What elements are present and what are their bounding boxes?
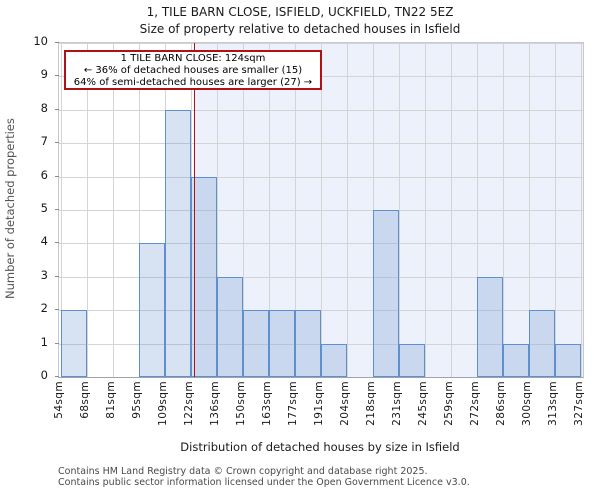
x-axis-title: Distribution of detached houses by size … <box>180 440 460 454</box>
y-tick-mark <box>55 242 59 244</box>
histogram-bar <box>321 343 347 377</box>
gridline-horizontal <box>59 276 583 278</box>
histogram-bar <box>165 109 191 377</box>
gridline-horizontal <box>59 176 583 178</box>
x-tick-label: 259sqm <box>443 381 455 426</box>
histogram-bar <box>399 343 425 377</box>
y-tick-mark <box>55 75 59 77</box>
histogram-bar <box>139 243 165 377</box>
histogram-bar <box>61 310 87 377</box>
annotation-line-2: ← 36% of detached houses are smaller (15… <box>83 65 303 76</box>
x-tick-label: 163sqm <box>261 381 273 426</box>
x-tick-label: 245sqm <box>417 381 429 426</box>
x-tick-label: 327sqm <box>573 381 585 426</box>
gridline-horizontal <box>59 143 583 145</box>
y-tick-label: 8 <box>40 100 48 115</box>
x-tick-label: 136sqm <box>209 381 221 426</box>
y-tick-label: 6 <box>40 167 48 182</box>
histogram-bar <box>373 210 399 377</box>
histogram-bar <box>529 310 555 377</box>
histogram-bar <box>295 310 321 377</box>
histogram-bar <box>477 276 503 377</box>
x-tick-label: 177sqm <box>287 381 299 426</box>
x-tick-label: 272sqm <box>469 381 481 426</box>
y-tick-mark <box>55 42 59 43</box>
x-tick-label: 300sqm <box>521 381 533 426</box>
x-tick-label: 204sqm <box>339 381 351 426</box>
x-tick-label: 68sqm <box>79 381 91 419</box>
annotation-line-3: 64% of semi-detached houses are larger (… <box>73 77 313 88</box>
annotation-line-1: 1 TILE BARN CLOSE: 124sqm <box>120 53 266 64</box>
x-tick-label: 54sqm <box>53 381 65 419</box>
histogram-bar <box>555 343 581 377</box>
y-tick-mark <box>55 342 59 344</box>
attribution-line-2: Contains public sector information licen… <box>58 477 470 488</box>
chart-title: 1, TILE BARN CLOSE, ISFIELD, UCKFIELD, T… <box>146 5 454 19</box>
y-tick-mark <box>55 175 59 177</box>
gridline-horizontal <box>59 310 583 312</box>
property-size-marker-line <box>193 43 196 377</box>
attribution-footer: Contains HM Land Registry data © Crown c… <box>58 466 470 488</box>
gridline-horizontal <box>59 210 583 211</box>
x-tick-label: 191sqm <box>313 381 325 426</box>
gridline-horizontal <box>59 109 583 111</box>
y-tick-label: 1 <box>40 334 48 349</box>
y-tick-mark <box>55 309 59 311</box>
x-tick-label: 286sqm <box>495 381 507 426</box>
x-tick-label: 313sqm <box>547 381 559 426</box>
property-annotation-box: 1 TILE BARN CLOSE: 124sqm ← 36% of detac… <box>64 50 322 90</box>
plot-area <box>58 42 584 378</box>
histogram-bar <box>217 276 243 377</box>
x-tick-label: 218sqm <box>365 381 377 426</box>
x-tick-label: 95sqm <box>131 381 143 419</box>
y-tick-label: 5 <box>40 201 48 215</box>
y-tick-mark <box>55 108 59 110</box>
x-tick-label: 109sqm <box>157 381 169 426</box>
y-tick-label: 9 <box>40 67 48 82</box>
y-tick-label: 4 <box>40 234 48 249</box>
y-tick-mark <box>55 209 59 210</box>
x-tick-label: 150sqm <box>235 381 247 426</box>
chart-subtitle: Size of property relative to detached ho… <box>139 22 461 36</box>
x-tick-label: 81sqm <box>105 381 117 419</box>
y-tick-mark <box>55 376 59 377</box>
y-tick-mark <box>55 275 59 277</box>
y-tick-label: 0 <box>40 368 48 382</box>
histogram-bar <box>269 310 295 377</box>
x-tick-label: 122sqm <box>183 381 195 426</box>
attribution-line-1: Contains HM Land Registry data © Crown c… <box>58 466 428 477</box>
gridline-horizontal <box>59 243 583 245</box>
y-tick-label: 10 <box>33 34 48 48</box>
gridline-horizontal <box>59 43 583 44</box>
y-tick-label: 7 <box>40 134 48 149</box>
histogram-bar <box>243 310 269 377</box>
x-tick-label: 231sqm <box>391 381 403 426</box>
y-tick-label: 3 <box>40 267 48 282</box>
y-tick-mark <box>55 142 59 144</box>
y-tick-label: 2 <box>40 301 48 316</box>
histogram-bar <box>503 343 529 377</box>
